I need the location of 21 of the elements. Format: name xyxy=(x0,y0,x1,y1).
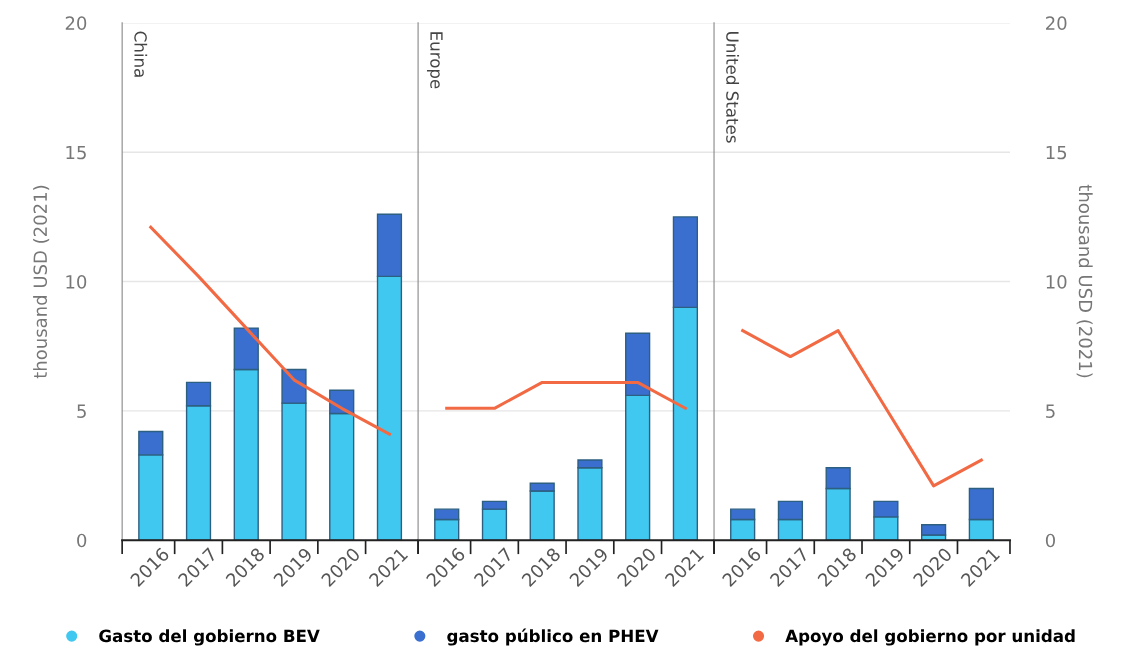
y-tick-label: 15 xyxy=(66,145,86,160)
legend-label: gasto público en PHEV xyxy=(447,628,659,646)
y-axis-title: thousand USD (2021) xyxy=(33,185,50,379)
legend-label: Apoyo del gobierno por unidad xyxy=(785,629,1075,646)
y-tick-label: 0 xyxy=(77,533,87,548)
y2-tick-label: 15 xyxy=(1046,145,1067,160)
y-tick-label: 5 xyxy=(77,404,86,418)
y2-tick-label: 20 xyxy=(1046,16,1067,31)
annotation: United States xyxy=(726,32,740,143)
line-series xyxy=(149,225,391,436)
y2-tick-label: 0 xyxy=(1045,533,1055,548)
legend-label: Gasto del gobierno BEV xyxy=(99,629,320,646)
line-series xyxy=(741,329,983,488)
annotation: China xyxy=(134,31,148,77)
y-tick-label: 20 xyxy=(65,16,87,31)
y2-tick-label: 5 xyxy=(1046,404,1055,418)
y2-axis-title: thousand USD (2021) xyxy=(1076,184,1093,378)
annotation: Europe xyxy=(426,32,443,89)
y-tick-label: 10 xyxy=(66,275,87,289)
bar xyxy=(920,523,947,536)
y2-tick-label: 10 xyxy=(1046,275,1067,289)
